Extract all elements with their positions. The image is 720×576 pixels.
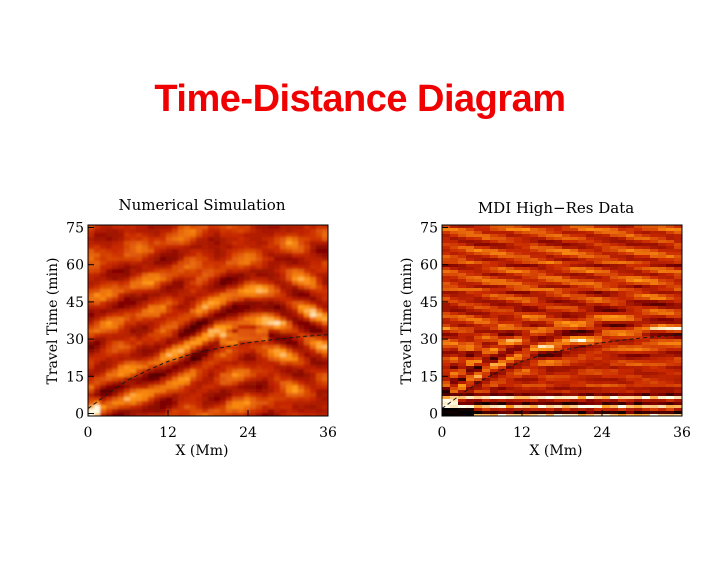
chart-title: MDI High−Res Data bbox=[478, 199, 634, 217]
y-tick-label: 45 bbox=[66, 295, 84, 311]
axes: 0 12 24 36 0 15 30 45 60 75 bbox=[420, 220, 691, 441]
chart-title: Numerical Simulation bbox=[119, 196, 286, 214]
x-tick-label: 24 bbox=[593, 425, 611, 441]
y-axis-label: Travel Time (min) bbox=[45, 257, 61, 384]
chart-mdi-data: MDI High−Res Data 0 12 24 36 0 15 30 45 60 75 X (… bbox=[399, 199, 691, 459]
y-tick-label: 15 bbox=[420, 369, 438, 385]
x-tick-label: 12 bbox=[159, 425, 177, 441]
y-tick-label: 0 bbox=[75, 407, 84, 423]
x-tick-label: 36 bbox=[673, 425, 691, 441]
y-tick-label: 30 bbox=[66, 332, 84, 348]
ridge-curve bbox=[88, 334, 328, 410]
x-tick-label: 0 bbox=[84, 425, 93, 441]
x-axis-label: X (Mm) bbox=[530, 443, 583, 459]
y-axis-label: Travel Time (min) bbox=[399, 257, 415, 384]
y-tick-label: 60 bbox=[66, 258, 84, 274]
plot-frame bbox=[441, 224, 683, 417]
x-tick-label: 12 bbox=[513, 425, 531, 441]
y-tick-label: 15 bbox=[66, 369, 84, 385]
chart-simulation: Numerical Simulation 0 12 24 3601530456075 … bbox=[45, 196, 337, 459]
plot-frame bbox=[87, 224, 329, 417]
x-tick-label: 36 bbox=[319, 425, 337, 441]
y-tick-label: 45 bbox=[420, 295, 438, 311]
y-tick-label: 75 bbox=[66, 220, 84, 236]
page-title: Time-Distance Diagram bbox=[154, 78, 566, 120]
y-tick-label: 60 bbox=[420, 258, 438, 274]
ridge-curve bbox=[442, 334, 682, 410]
heatmap-field bbox=[88, 225, 328, 416]
x-tick-label: 24 bbox=[239, 425, 257, 441]
y-tick-label: 30 bbox=[420, 332, 438, 348]
x-axis-label: X (Mm) bbox=[176, 443, 229, 459]
x-tick-label: 0 bbox=[438, 425, 447, 441]
heatmap-field bbox=[442, 225, 682, 416]
y-tick-label: 75 bbox=[420, 220, 438, 236]
y-tick-label: 0 bbox=[429, 407, 438, 423]
axes: 0 12 24 36 0 15 30 45 60 75 bbox=[66, 220, 337, 441]
